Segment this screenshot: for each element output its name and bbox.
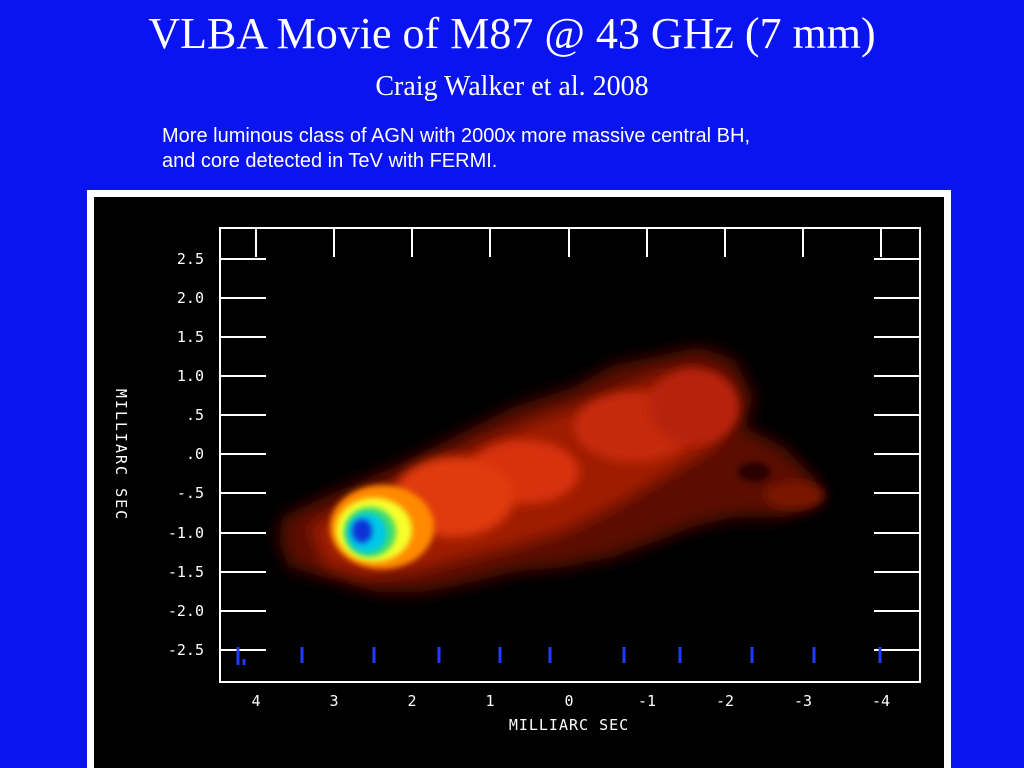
slide-description: More luminous class of AGN with 2000x mo…	[162, 124, 962, 174]
core-blue	[352, 519, 372, 543]
y-tick-label: .5	[186, 406, 204, 424]
right-tick-marks	[874, 258, 920, 651]
x-tick-label: -2	[716, 692, 734, 710]
y-tick-label: -1.5	[168, 563, 204, 581]
x-tick-label: 4	[251, 692, 260, 710]
figure-frame: 2.5 2.0 1.5 1.0 .5 .0 -.5 -1.0 -1.5 -2.0…	[87, 190, 951, 768]
plot-svg: 2.5 2.0 1.5 1.0 .5 .0 -.5 -1.0 -1.5 -2.0…	[112, 227, 921, 734]
description-line-2: and core detected in TeV with FERMI.	[162, 150, 498, 172]
x-tick-label: 1	[485, 692, 494, 710]
vlba-image-plot: 2.5 2.0 1.5 1.0 .5 .0 -.5 -1.0 -1.5 -2.0…	[94, 197, 944, 768]
y-tick-label: -2.5	[168, 641, 204, 659]
left-tick-marks	[220, 258, 266, 651]
jet-bright-knot-3	[649, 369, 739, 445]
x-tick-label: 2	[407, 692, 416, 710]
x-tick-labels: 4 3 2 1 0 -1 -2 -3 -4	[251, 692, 890, 710]
y-tick-label: .0	[186, 445, 204, 463]
y-tick-labels: 2.5 2.0 1.5 1.0 .5 .0 -.5 -1.0 -1.5 -2.0…	[168, 250, 204, 659]
slide-subtitle: Craig Walker et al. 2008	[375, 71, 649, 102]
x-tick-label: -3	[794, 692, 812, 710]
x-tick-label: -4	[872, 692, 890, 710]
x-tick-label: 0	[564, 692, 573, 710]
description-line-1: More luminous class of AGN with 2000x mo…	[162, 125, 750, 147]
jet-tail-right	[764, 481, 824, 509]
y-tick-label: -.5	[177, 484, 204, 502]
y-tick-label: 1.5	[177, 328, 204, 346]
y-axis-title: MILLIARC SEC	[112, 389, 130, 521]
x-axis-title: MILLIARC SEC	[509, 716, 629, 734]
y-tick-label: -1.0	[168, 524, 204, 542]
y-tick-label: 1.0	[177, 367, 204, 385]
x-tick-label: -1	[638, 692, 656, 710]
slide-title: VLBA Movie of M87 @ 43 GHz (7 mm)	[148, 9, 876, 58]
y-tick-label: -2.0	[168, 602, 204, 620]
x-tick-label: 3	[329, 692, 338, 710]
jet-emission	[279, 347, 824, 592]
jet-dark-gap	[738, 462, 770, 482]
top-tick-marks	[255, 228, 882, 257]
bottom-tick-marks	[236, 647, 882, 665]
y-tick-label: 2.5	[177, 250, 204, 268]
y-tick-label: 2.0	[177, 289, 204, 307]
